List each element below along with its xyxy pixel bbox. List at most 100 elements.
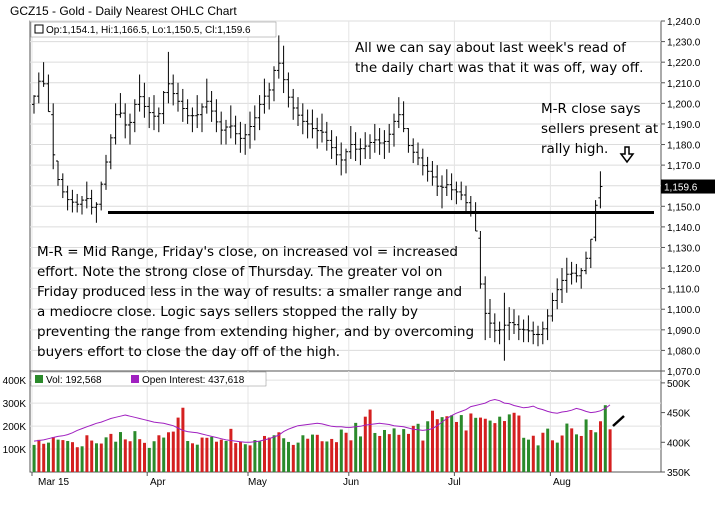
volume-bar <box>291 444 295 472</box>
ohlc-bar <box>492 313 497 343</box>
price-tick-label: 1,110.0 <box>667 285 700 296</box>
ohlc-bar <box>593 200 598 242</box>
ohlc-bar <box>305 109 310 139</box>
ohlc-bar <box>416 142 420 166</box>
volume-bar <box>51 437 55 472</box>
ohlc-bar <box>113 103 118 145</box>
volume-bar <box>248 445 252 472</box>
ohlc-bar <box>555 278 560 310</box>
ohlc-bar <box>387 123 392 153</box>
ohlc-bar <box>137 74 142 112</box>
volume-bar <box>479 417 482 472</box>
volume-bar <box>95 443 98 472</box>
volume-bar <box>71 442 74 472</box>
volume-bar <box>325 441 329 472</box>
volume-bar <box>450 415 454 472</box>
ohlc-bar <box>526 315 531 343</box>
ohlc-bar <box>372 123 377 153</box>
ohlc-bar <box>540 321 545 345</box>
volume-bar <box>402 429 406 472</box>
ohlc-bar <box>324 121 329 151</box>
price-tick-label: 1,240.0 <box>667 17 701 28</box>
volume-bar <box>152 441 156 472</box>
volume-bar <box>215 441 218 472</box>
ohlc-bar <box>569 261 574 285</box>
ohlc-bar <box>161 91 166 124</box>
ohlc-bar <box>420 148 425 176</box>
volume-bars <box>32 405 612 472</box>
ohlc-bar <box>180 88 185 122</box>
volume-bar <box>575 434 578 472</box>
volume-bar <box>464 430 468 472</box>
volume-bar <box>531 435 535 472</box>
volume-tick-label: 100K <box>3 445 27 456</box>
annotation-bottom-line: Friday produced less in the way of resul… <box>37 284 463 300</box>
volume-bar <box>330 438 334 472</box>
volume-bar <box>85 435 89 472</box>
volume-bar <box>138 439 142 472</box>
price-tick-label: 1,200.0 <box>667 99 701 110</box>
ohlc-bar <box>36 72 41 104</box>
volume-bar <box>488 420 492 472</box>
volume-bar <box>517 415 521 472</box>
volume-bar <box>191 443 194 472</box>
volume-bar <box>339 429 343 472</box>
open-interest-axis: 350K 400K 450K 500K <box>661 379 691 479</box>
ohlc-bar <box>70 189 75 213</box>
volume-bar <box>119 432 122 472</box>
price-gridlines <box>30 20 661 372</box>
volume-bar <box>186 441 190 472</box>
annotation-right-line: M-R close says <box>541 101 641 117</box>
annotation-right-line: rally high. <box>541 141 609 157</box>
ohlc-bar <box>32 95 36 114</box>
ohlc-bar <box>564 257 569 293</box>
x-tick-label: Aug <box>553 477 571 488</box>
ohlc-bar <box>156 107 161 133</box>
volume-bar <box>555 442 559 472</box>
volume-bar <box>431 410 434 472</box>
volume-bar <box>421 440 425 472</box>
oi-tick-label: 400K <box>667 438 691 449</box>
oi-tick-label: 450K <box>667 409 691 420</box>
annotation-bottom-line: effort. Note the strong close of Thursda… <box>37 264 443 280</box>
ohlc-bar <box>396 97 401 129</box>
volume-bar <box>608 429 612 472</box>
ohlc-bar <box>315 117 320 149</box>
volume-bar <box>368 409 372 472</box>
ohlc-bar <box>75 193 80 213</box>
volume-bar <box>315 434 319 472</box>
volume-bar <box>37 439 41 472</box>
price-tick-label: 1,070.0 <box>667 367 701 378</box>
ohlc-bar <box>512 309 516 334</box>
volume-bar <box>75 447 79 472</box>
ohlc-bar <box>440 175 444 209</box>
price-tick-label: 1,220.0 <box>667 58 701 69</box>
ohlc-bar <box>401 101 406 133</box>
ohlc-bar <box>382 130 387 159</box>
volume-bar <box>589 429 593 472</box>
ohlc-bar <box>588 238 593 269</box>
volume-bar <box>229 428 233 472</box>
ohlc-bar <box>579 268 584 289</box>
annotation-bottom: M-R = Mid Range, Friday's close, on incr… <box>37 242 517 362</box>
annotation-bottom-line: M-R = Mid Range, Friday's close, on incr… <box>37 244 458 260</box>
volume-bar <box>56 439 60 472</box>
volume-bar <box>243 444 247 472</box>
price-tick-label: 1,150.0 <box>667 202 701 213</box>
vol-legend: Vol: 192,568 <box>46 375 102 386</box>
ohlc-bar <box>454 181 459 205</box>
ohlc-bar <box>363 132 368 159</box>
oi-pointer-mark <box>612 415 625 427</box>
ohlc-bar <box>80 196 84 215</box>
volume-bar <box>114 441 118 472</box>
volume-bar <box>354 422 358 472</box>
ohlc-bar <box>56 160 60 186</box>
x-tick-label: Jul <box>448 477 461 488</box>
volume-bar <box>272 435 276 472</box>
ohlc-bar <box>584 251 588 275</box>
ohlc-bar <box>166 51 171 104</box>
volume-bar <box>603 405 607 472</box>
volume-bar <box>157 435 161 472</box>
